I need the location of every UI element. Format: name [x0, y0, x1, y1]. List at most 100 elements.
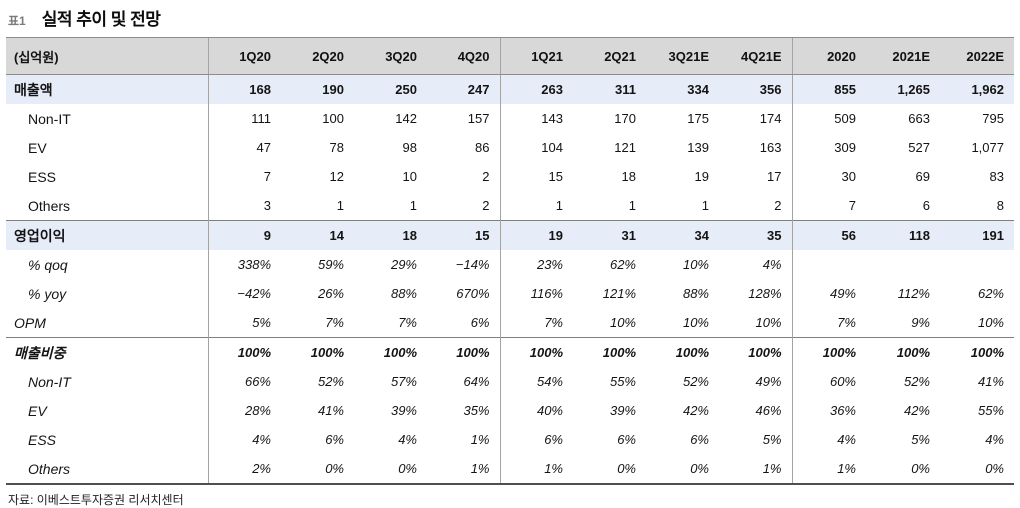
table-row: Non-IT 111 100 142 157 143 170 175 174 509 663 795 — [6, 104, 1014, 133]
table-cell: 0% — [281, 454, 354, 485]
table-cell — [791, 250, 866, 279]
table-cell: −14% — [455, 257, 490, 272]
table-cell: 128% — [748, 286, 782, 301]
table-cell: 111 — [207, 104, 281, 133]
table-cell: 190 — [281, 74, 354, 104]
table-cell: 54% — [499, 367, 573, 396]
table-body: 매출액 168 190 250 247 263 311 334 356 855 1,265 1,962… — [6, 74, 1014, 485]
table-cell: 1,265 — [866, 74, 940, 104]
table-cell: 1 — [336, 198, 344, 213]
column-header: 2Q21 — [573, 37, 646, 75]
table-cell: 10% — [682, 257, 709, 272]
table-row: ESS 4% 6% 4% 1% 6% 6% 6% 5% 4% 5% 4% — [6, 425, 1014, 454]
table-cell: 311 — [573, 74, 646, 104]
table-cell: 0% — [940, 454, 1014, 485]
column-header: 3Q21E — [646, 37, 719, 75]
table-cell: 100% — [207, 337, 281, 367]
table-titlebar: 표1 실적 추이 및 전망 — [6, 3, 1014, 37]
table-cell: 175 — [687, 111, 709, 126]
table-cell: 170 — [614, 111, 636, 126]
table-cell: 100% — [354, 337, 427, 367]
table-cell: 12 — [329, 169, 344, 184]
table-cell: 34 — [646, 220, 719, 250]
column-header: 4Q20 — [427, 37, 500, 75]
column-header: 3Q20 — [354, 37, 427, 75]
table-row: Non-IT 66% 52% 57% 64% 54% 55% 52% 49% 60% 52% 41% — [6, 367, 1014, 396]
page-title: 실적 추이 및 전망 — [41, 10, 161, 29]
table-cell: 6% — [470, 315, 490, 330]
table-cell: 6% — [690, 432, 709, 447]
table-number-tag: 표1 — [8, 14, 26, 28]
table-cell: 19 — [499, 220, 573, 250]
table-cell: 795 — [982, 111, 1004, 126]
table-cell: 1% — [499, 454, 573, 485]
row-label: 매출비중 — [6, 337, 208, 367]
table-cell: 29% — [390, 257, 417, 272]
table-cell: 121 — [614, 140, 636, 155]
table-cell: 334 — [646, 74, 719, 104]
table-cell: 60% — [791, 367, 866, 396]
table-cell: 46% — [755, 403, 782, 418]
table-cell: 527 — [908, 140, 930, 155]
table-cell: 9 — [207, 220, 281, 250]
table-row: Others 3 1 1 2 1 1 1 2 7 6 8 — [6, 191, 1014, 221]
row-label: Non-IT — [28, 110, 71, 127]
table-cell: 8 — [996, 198, 1004, 213]
table-cell: 56 — [791, 220, 866, 250]
table-cell: 1% — [791, 454, 866, 485]
table-cell: 62% — [977, 286, 1004, 301]
table-cell: 1% — [427, 454, 500, 485]
table-cell: 86 — [475, 140, 490, 155]
table-cell: 3 — [207, 191, 281, 221]
column-header: 2Q20 — [281, 37, 354, 75]
table-cell: 139 — [687, 140, 709, 155]
table-cell: 35 — [719, 220, 792, 250]
table-cell: 121% — [602, 286, 636, 301]
table-cell: 10% — [609, 315, 636, 330]
table-cell: 19 — [694, 169, 709, 184]
table-row: 매출액 168 190 250 247 263 311 334 356 855 1,265 1,962 — [6, 74, 1014, 104]
table-cell: 2 — [482, 169, 490, 184]
table-cell: −42% — [207, 279, 281, 308]
table-cell: 4% — [207, 425, 281, 454]
table-cell: 163 — [759, 140, 782, 155]
table-cell: 49% — [755, 374, 782, 389]
table-cell: 42% — [903, 403, 930, 418]
table-cell: 247 — [427, 74, 500, 104]
row-label: OPM — [14, 314, 46, 331]
table-cell: 55% — [609, 374, 636, 389]
column-header: 2022E — [940, 37, 1014, 75]
table-cell: 855 — [791, 74, 866, 104]
table-cell: 4% — [398, 432, 417, 447]
table-cell: 39% — [390, 403, 417, 418]
column-header: 2021E — [866, 37, 940, 75]
column-header: 4Q21E — [719, 37, 792, 75]
table-cell: 7% — [499, 308, 573, 338]
table-cell: 17 — [767, 169, 782, 184]
table-cell: 663 — [908, 111, 930, 126]
table-cell: 670% — [456, 286, 490, 301]
column-header-row: (십억원) 1Q20 2Q20 3Q20 4Q20 1Q21 2Q21 3Q21E 4Q21E… — [6, 37, 1014, 75]
table-cell: 1 — [499, 191, 573, 221]
table-cell: 4% — [762, 257, 782, 272]
table-cell: 157 — [467, 111, 490, 126]
table-row: % yoy −42% 26% 88% 670% 116% 121% 88% 128% 49% 112… — [6, 279, 1014, 308]
table-cell: 23% — [499, 250, 573, 279]
table-cell: 98 — [402, 140, 417, 155]
table-cell: 5% — [762, 432, 782, 447]
table-cell: 88% — [682, 286, 709, 301]
table-cell: 142 — [395, 111, 417, 126]
table-cell: 1 — [409, 198, 417, 213]
table-cell: 52% — [903, 374, 930, 389]
row-label: % qoq — [28, 256, 68, 273]
table-cell: 100% — [573, 337, 646, 367]
table-cell: 6% — [499, 425, 573, 454]
table-cell: 4% — [985, 432, 1004, 447]
table-cell: 100% — [427, 337, 500, 367]
column-header: 1Q20 — [207, 37, 281, 75]
table-cell: 78 — [329, 140, 344, 155]
column-header: 1Q21 — [499, 37, 573, 75]
table-cell: 100% — [791, 337, 866, 367]
table-cell: 4% — [791, 425, 866, 454]
row-label: Non-IT — [28, 373, 71, 390]
